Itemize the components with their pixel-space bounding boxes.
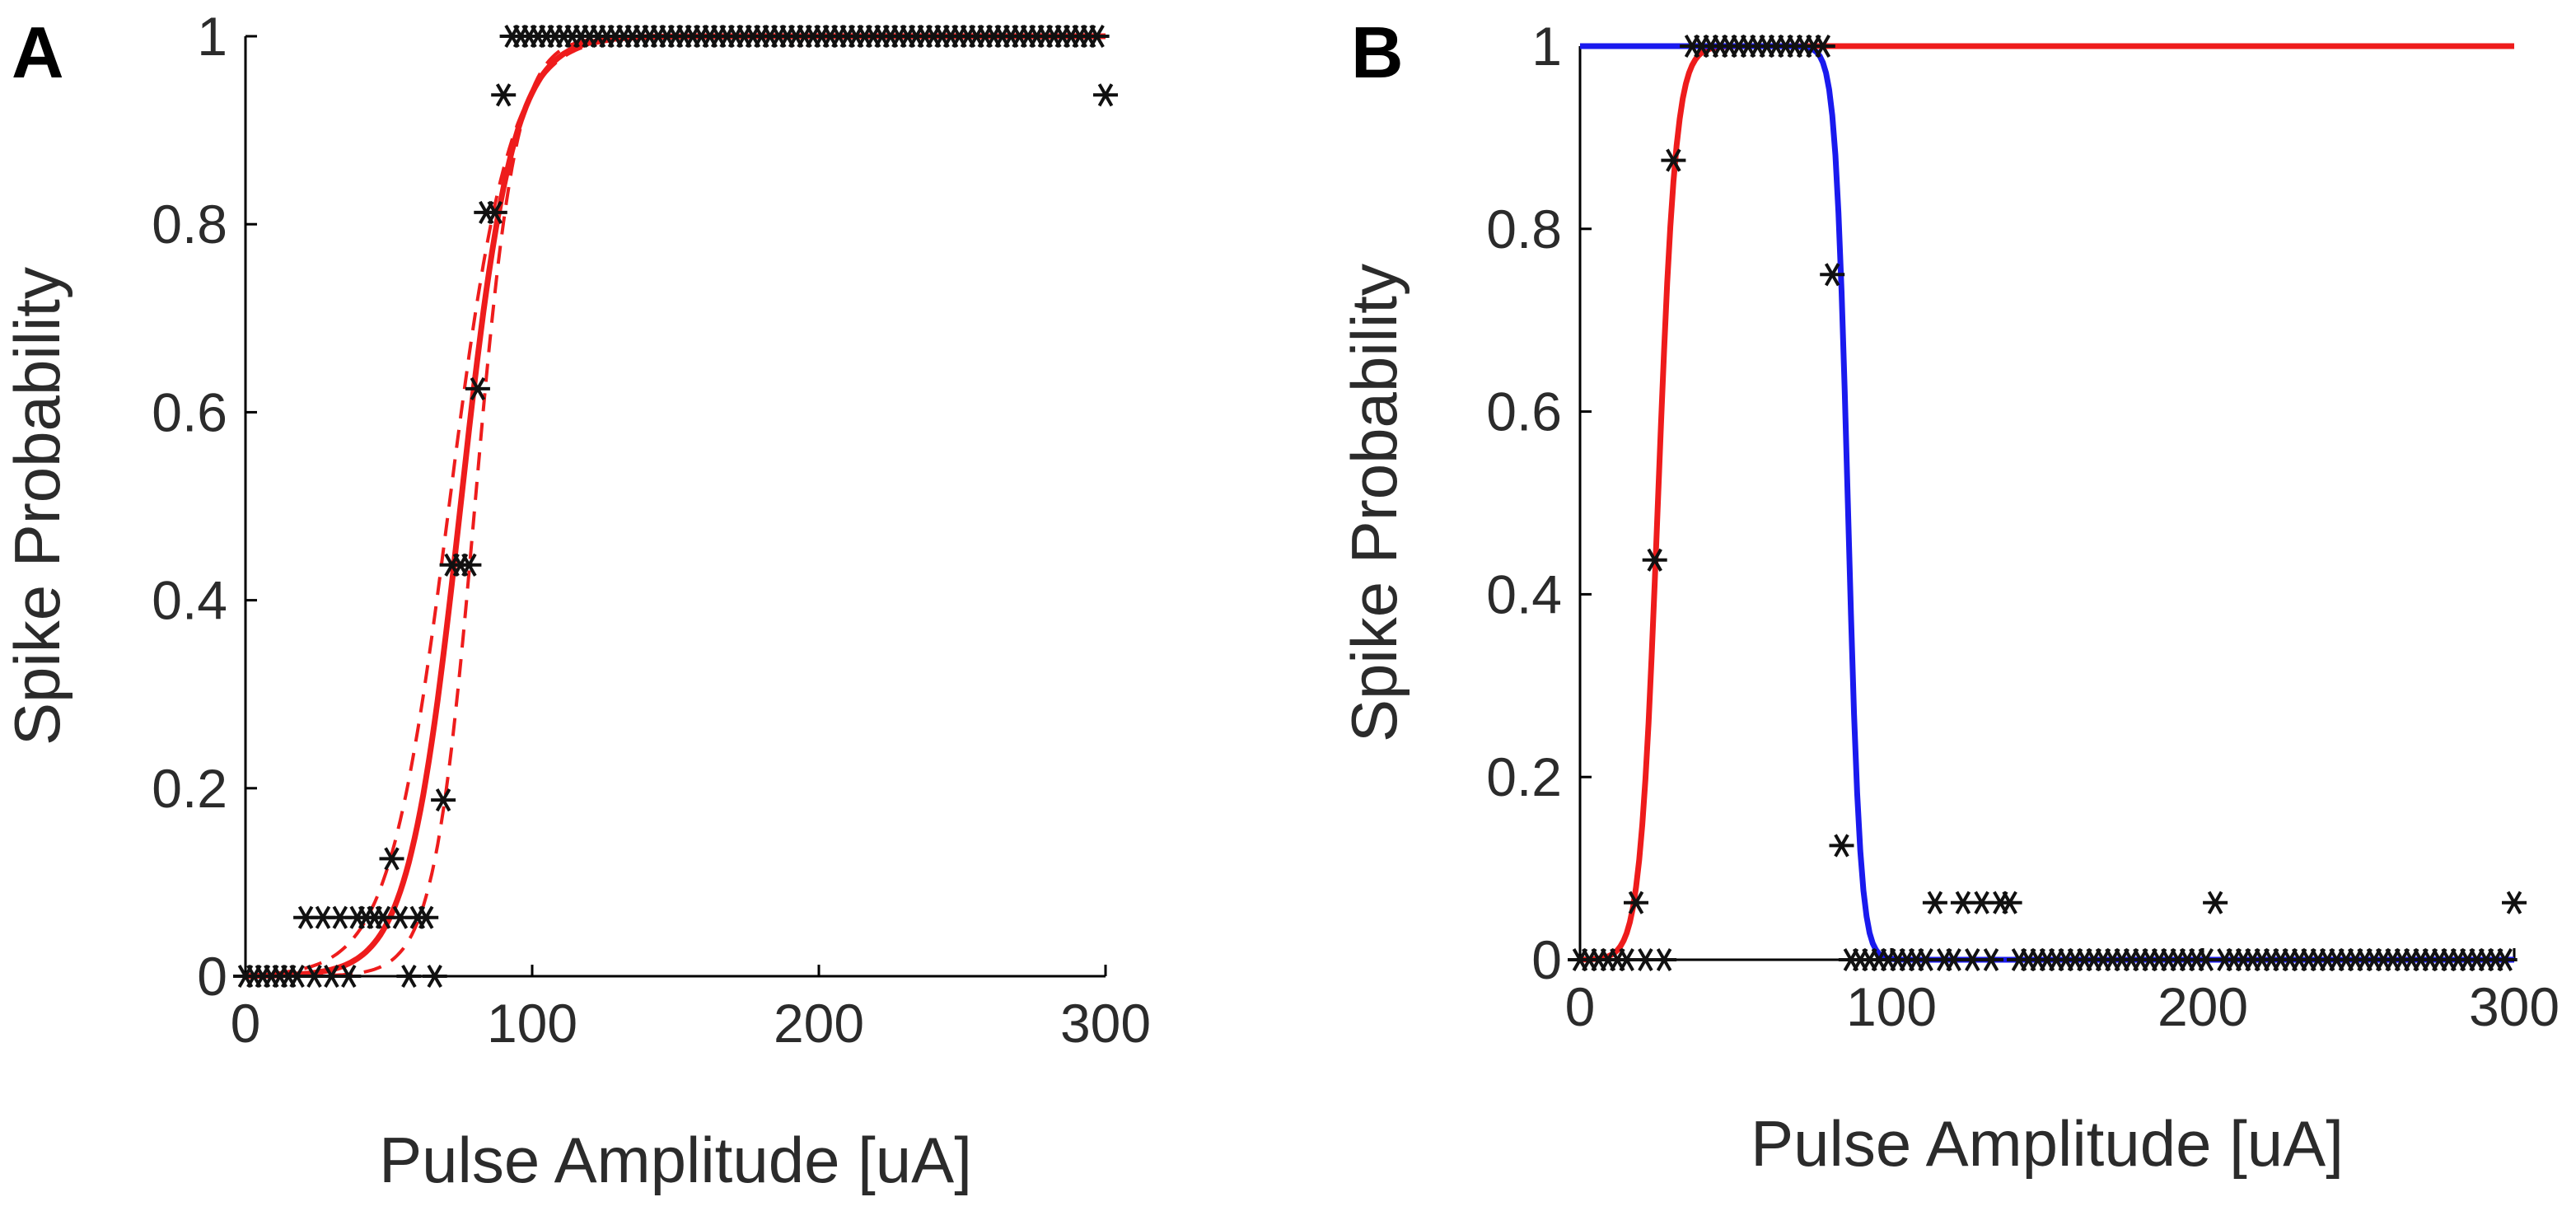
data-point-b <box>1820 263 1845 287</box>
data-point-b <box>2502 891 2527 914</box>
y-tick-label-b: 0.2 <box>1486 746 1562 807</box>
y-tick-label-b: 0.8 <box>1486 199 1562 260</box>
fit-curve-lower-bound-a <box>245 35 1106 978</box>
fit-curve-rising-fit-b <box>1580 43 2514 963</box>
data-point-a <box>431 788 456 812</box>
data-point-b <box>1922 891 1947 914</box>
data-point-b <box>2492 947 2518 972</box>
data-point-b <box>1661 148 1686 172</box>
y-axis-label-a: Spike Probability <box>1 267 73 746</box>
data-point-b <box>1997 891 2022 914</box>
panel-letter-a: A <box>12 12 64 93</box>
x-tick-label-a: 300 <box>1060 993 1151 1054</box>
data-point-a <box>379 847 404 871</box>
y-tick-label-a: 1 <box>197 6 227 67</box>
data-point-a <box>456 553 482 577</box>
x-axis-label-b: Pulse Amplitude [uA] <box>1751 1107 2344 1180</box>
data-point-b <box>2203 891 2228 914</box>
data-point-a <box>465 376 490 400</box>
y-tick-label-b: 0 <box>1531 929 1562 990</box>
data-point-a <box>1093 83 1118 107</box>
data-point-a <box>491 83 517 107</box>
y-tick-label-a: 0 <box>197 946 227 1007</box>
panel-letter-b: B <box>1351 12 1404 93</box>
x-tick-label-b: 200 <box>2158 976 2248 1037</box>
x-tick-label-b: 300 <box>2469 976 2560 1037</box>
y-tick-label-a: 0.2 <box>152 758 227 819</box>
y-axis-label-b: Spike Probability <box>1338 264 1410 742</box>
x-tick-label-b: 0 <box>1565 976 1596 1037</box>
data-point-b <box>1979 947 2003 972</box>
x-axis-label-a: Pulse Amplitude [uA] <box>379 1124 972 1196</box>
x-tick-label-a: 100 <box>487 993 577 1054</box>
y-tick-label-a: 0.4 <box>152 570 227 631</box>
y-tick-label-b: 0.6 <box>1486 381 1562 442</box>
y-tick-label-a: 0.8 <box>152 194 227 255</box>
data-point-b <box>1652 947 1677 972</box>
fit-curve-fit-a <box>245 33 1106 980</box>
data-point-b <box>1829 834 1854 858</box>
y-tick-label-a: 0.6 <box>152 381 227 442</box>
data-point-a <box>336 964 362 989</box>
x-tick-label-a: 0 <box>231 993 261 1054</box>
y-tick-label-b: 0.4 <box>1486 563 1562 624</box>
x-tick-label-a: 200 <box>774 993 864 1054</box>
chart-panel-b: 0 100 200 300 0 0.2 0.4 0.6 0.8 1 Pulse Amplitude … <box>1338 16 2560 1180</box>
data-point-b <box>1642 548 1667 572</box>
data-point-a <box>482 200 507 224</box>
fit-curve-falling-fit-b <box>1580 43 2514 963</box>
data-point-b <box>1624 891 1648 914</box>
data-point-a <box>414 905 439 929</box>
fit-curve-upper-bound-a <box>245 35 1106 977</box>
data-point-a <box>1084 24 1110 49</box>
y-tick-label-b: 1 <box>1531 16 1562 77</box>
chart-panel-a: 0 100 200 300 0 0.2 0.4 0.6 0.8 1 Pulse Amplitude … <box>1 6 1151 1196</box>
data-point-a <box>396 964 422 989</box>
x-tick-label-b: 100 <box>1846 976 1937 1037</box>
data-point-b <box>1810 34 1835 58</box>
data-point-a <box>422 964 447 989</box>
